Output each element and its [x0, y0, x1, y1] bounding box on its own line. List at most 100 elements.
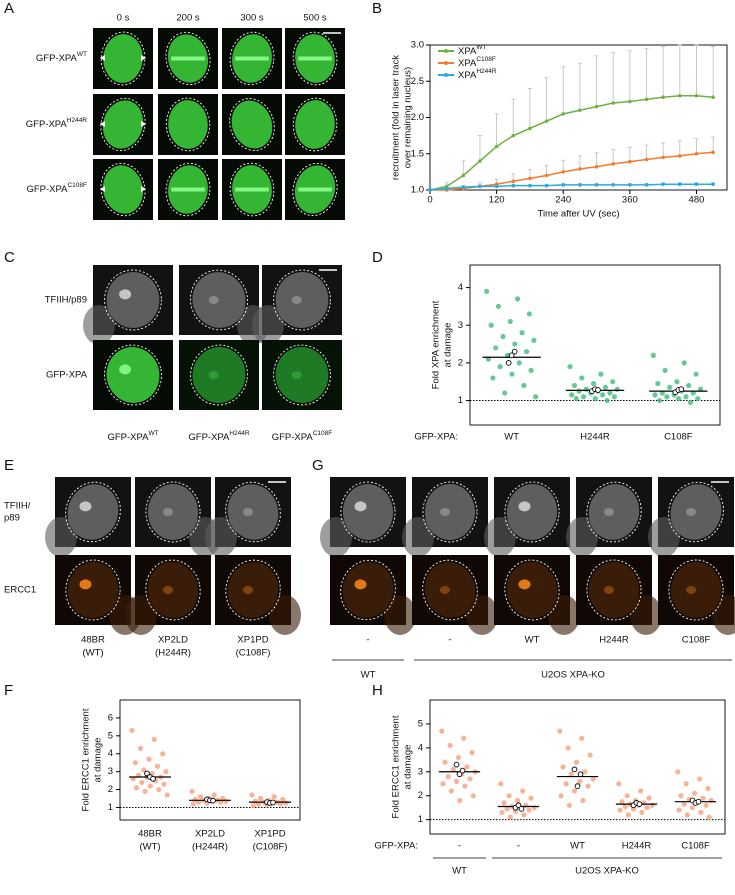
data-point — [577, 778, 583, 784]
nucleus-outline — [292, 162, 338, 217]
panel-letter: A — [4, 0, 14, 17]
data-point — [440, 781, 446, 787]
arrowhead — [100, 121, 105, 127]
nucleus — [275, 272, 329, 328]
data-point — [439, 728, 445, 734]
neighbor-cell — [252, 305, 284, 345]
y-tick-label: 3 — [108, 766, 113, 777]
damage-spot — [603, 586, 614, 594]
y-tick-label: 3 — [418, 766, 423, 777]
data-point — [571, 382, 578, 389]
data-point — [129, 727, 135, 734]
category-label: (H244R) — [192, 842, 228, 853]
damage-spot — [685, 508, 696, 516]
data-point — [189, 788, 195, 794]
data-point — [656, 397, 663, 404]
series-marker — [594, 165, 599, 169]
column-label-base: GFP-XPA — [188, 432, 230, 443]
column-label-sup: H244R — [229, 430, 250, 437]
series-marker — [678, 182, 682, 186]
series-marker — [461, 173, 466, 178]
damage-spot — [208, 371, 219, 379]
nucleus — [106, 272, 160, 328]
y-axis-label: Fold ERCC1 enrichment — [391, 715, 402, 818]
data-point — [644, 805, 650, 811]
arrowhead — [100, 186, 105, 192]
group-label: U2OS XPA-KO — [541, 670, 605, 681]
data-point — [683, 394, 689, 400]
damage-spot — [291, 296, 302, 304]
series-marker — [694, 93, 699, 98]
data-point — [617, 807, 623, 813]
micrograph — [222, 159, 282, 220]
data-point — [590, 776, 596, 782]
nucleus-outline — [189, 269, 249, 331]
series-marker — [528, 176, 532, 181]
row-label: GFP-XPAWT — [36, 51, 87, 64]
data-point — [706, 814, 712, 820]
data-point — [700, 795, 706, 801]
nucleus — [670, 484, 722, 540]
micrograph — [412, 555, 498, 635]
category-label: (C108F) — [253, 842, 288, 853]
nucleus — [67, 484, 119, 540]
replicate-mean — [270, 799, 276, 806]
data-point — [453, 778, 460, 784]
series-marker — [611, 183, 615, 187]
nucleus — [168, 100, 208, 149]
data-point — [132, 760, 138, 766]
data-point — [223, 798, 229, 804]
nucleus — [506, 484, 558, 540]
legend-entry: XPAWT — [458, 44, 486, 57]
data-point — [283, 800, 289, 806]
data-point — [646, 795, 652, 801]
data-point — [495, 303, 502, 310]
y-tick-label: 1 — [108, 802, 113, 813]
data-point — [163, 769, 169, 775]
nucleus — [192, 347, 246, 403]
series-marker — [644, 157, 649, 162]
column-label: WT — [525, 635, 540, 646]
data-point — [610, 379, 616, 385]
micrograph — [93, 340, 173, 410]
data-point — [156, 786, 162, 793]
micrograph — [262, 340, 342, 410]
data-point — [514, 296, 521, 302]
series-marker — [544, 119, 549, 123]
data-point — [695, 396, 701, 402]
data-point — [652, 392, 658, 398]
data-point — [667, 384, 673, 390]
damage-spot — [119, 364, 132, 375]
data-point — [514, 797, 521, 804]
category-label: - — [458, 841, 461, 852]
nucleus-outline — [229, 162, 275, 217]
row-label: ERCC1 — [4, 585, 36, 596]
y-tick-label: 2.5 — [411, 76, 424, 87]
data-point — [662, 367, 668, 374]
y-tick-label: 1 — [458, 395, 463, 406]
row-label-sup: H244R — [67, 117, 88, 124]
data-point — [560, 764, 566, 770]
data-point — [528, 367, 534, 374]
plot-frame — [119, 699, 301, 821]
panel-letter: E — [4, 457, 14, 474]
nucleus-outline — [145, 559, 201, 621]
micrograph — [45, 477, 131, 557]
column-label-base: GFP-XPA — [107, 432, 149, 443]
y-axis-label: at damage — [403, 745, 414, 790]
nucleus — [227, 562, 279, 618]
data-point — [469, 750, 475, 756]
micrograph — [494, 555, 580, 635]
data-point — [146, 756, 152, 762]
data-point — [502, 390, 508, 396]
y-axis-label: over remaining nucleus) — [403, 67, 414, 168]
replicate-mean — [453, 761, 460, 768]
damage-spot — [242, 508, 253, 516]
data-point — [691, 790, 698, 796]
data-point — [664, 394, 670, 400]
micrograph — [125, 555, 211, 635]
micrograph — [215, 555, 301, 635]
neighbor-cell — [466, 595, 498, 635]
column-label: GFP-XPAC108F — [272, 430, 333, 443]
